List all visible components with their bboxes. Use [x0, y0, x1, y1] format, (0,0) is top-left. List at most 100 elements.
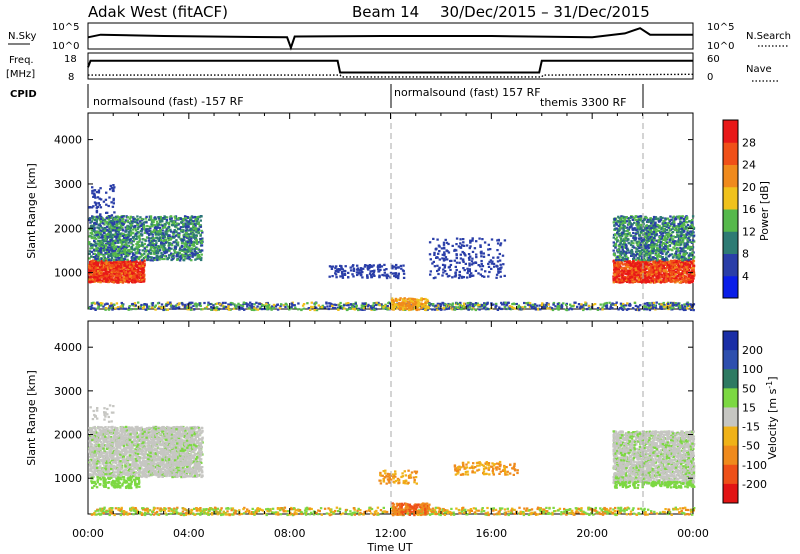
- heatmap-cell: [162, 242, 166, 245]
- heatmap-cell: [110, 259, 113, 262]
- heatmap-cell: [624, 235, 627, 238]
- heatmap-cell: [666, 250, 670, 253]
- heatmap-cell: [158, 257, 162, 260]
- heatmap-cell: [681, 272, 684, 275]
- heatmap-cell: [154, 224, 157, 227]
- heatmap-cell: [160, 241, 163, 244]
- heatmap-cell: [688, 273, 691, 276]
- heatmap-cell: [118, 272, 121, 276]
- heatmap-cell: [109, 184, 112, 187]
- heatmap-cell: [190, 232, 193, 235]
- heatmap-cell: [116, 276, 120, 279]
- heatmap-cell: [616, 249, 620, 252]
- heatmap-cell: [673, 224, 676, 227]
- heatmap-cell: [665, 222, 669, 226]
- heatmap-cell: [100, 262, 104, 265]
- heatmap-cell: [672, 279, 675, 282]
- heatmap-cell: [677, 224, 681, 227]
- heatmap-cell: [622, 239, 625, 242]
- heatmap-cell: [157, 217, 161, 220]
- heatmap-cell: [127, 225, 130, 228]
- heatmap-cell: [104, 247, 107, 250]
- heatmap-cell: [114, 251, 117, 254]
- heatmap-cell: [194, 227, 197, 230]
- heatmap-cell: [182, 229, 185, 232]
- heatmap-cell: [142, 274, 145, 277]
- heatmap-cell: [675, 217, 678, 220]
- heatmap-cell: [95, 223, 98, 226]
- heatmap-cell: [650, 263, 654, 266]
- heatmap-cell: [171, 235, 174, 238]
- heatmap-cell: [155, 236, 158, 239]
- heatmap-cell: [622, 220, 625, 223]
- heatmap-cell: [617, 229, 621, 232]
- heatmap-cell: [162, 235, 165, 238]
- heatmap-cell: [145, 215, 148, 218]
- heatmap-cell: [169, 238, 172, 241]
- heatmap-cell: [402, 264, 405, 267]
- heatmap-cell: [92, 218, 95, 221]
- heatmap-cell: [674, 247, 677, 250]
- heatmap-cell: [135, 219, 139, 222]
- heatmap-cell: [636, 232, 639, 235]
- heatmap-cell: [126, 270, 130, 273]
- heatmap-cell: [613, 254, 617, 257]
- heatmap-cell: [88, 250, 92, 253]
- heatmap-cell: [682, 268, 685, 272]
- heatmap-cell: [153, 252, 156, 256]
- heatmap-cell: [116, 270, 120, 273]
- heatmap-cell: [184, 229, 188, 232]
- noise-left-tick-bottom: 10^0: [52, 41, 79, 52]
- heatmap-cell: [656, 267, 660, 270]
- heatmap-cell: [620, 245, 624, 248]
- heatmap-cell: [96, 270, 100, 273]
- heatmap-cell: [130, 241, 133, 244]
- heatmap-cell: [118, 248, 121, 251]
- heatmap-cell: [134, 264, 137, 268]
- heatmap-cell: [373, 274, 376, 277]
- heatmap-cell: [102, 261, 105, 264]
- heatmap-cell: [687, 263, 690, 266]
- heatmap-cell: [150, 219, 154, 222]
- heatmap-cell: [134, 237, 138, 240]
- heatmap-cell: [88, 252, 91, 255]
- heatmap-cell: [173, 215, 176, 218]
- heatmap-cell: [108, 244, 111, 247]
- heatmap-cell: [651, 269, 654, 272]
- heatmap-cell: [138, 245, 141, 248]
- heatmap-cell: [689, 240, 692, 244]
- heatmap-cell: [383, 263, 386, 266]
- heatmap-cell: [667, 221, 670, 225]
- heatmap-cell: [89, 265, 92, 268]
- heatmap-cell: [633, 221, 636, 224]
- heatmap-cell: [658, 226, 661, 229]
- heatmap-cell: [661, 260, 665, 263]
- heatmap-cell: [96, 243, 99, 246]
- heatmap-cell: [108, 234, 112, 237]
- heatmap-cell: [644, 275, 647, 278]
- heatmap-cell: [177, 217, 180, 220]
- heatmap-cell: [654, 281, 657, 284]
- heatmap-cell: [149, 215, 153, 218]
- heatmap-cell: [669, 254, 672, 257]
- heatmap-cell: [686, 231, 689, 234]
- heatmap-cell: [652, 232, 656, 236]
- heatmap-cell: [128, 270, 132, 273]
- heatmap-cell: [183, 254, 186, 257]
- heatmap-cell: [147, 256, 150, 259]
- heatmap-cell: [652, 230, 656, 233]
- heatmap-cell: [116, 262, 119, 265]
- heatmap-cell: [156, 224, 160, 227]
- heatmap-cell: [649, 264, 652, 268]
- heatmap-cell: [656, 255, 659, 258]
- heatmap-cell: [633, 269, 636, 272]
- heatmap-cell: [140, 228, 144, 231]
- heatmap-cell: [179, 218, 183, 221]
- heatmap-cell: [125, 277, 129, 280]
- heatmap-cell: [140, 219, 143, 222]
- heatmap-cell: [655, 277, 658, 280]
- heatmap-cell: [152, 250, 155, 253]
- heatmap-cell: [131, 272, 135, 276]
- heatmap-cell: [137, 275, 140, 278]
- heatmap-cell: [629, 216, 632, 220]
